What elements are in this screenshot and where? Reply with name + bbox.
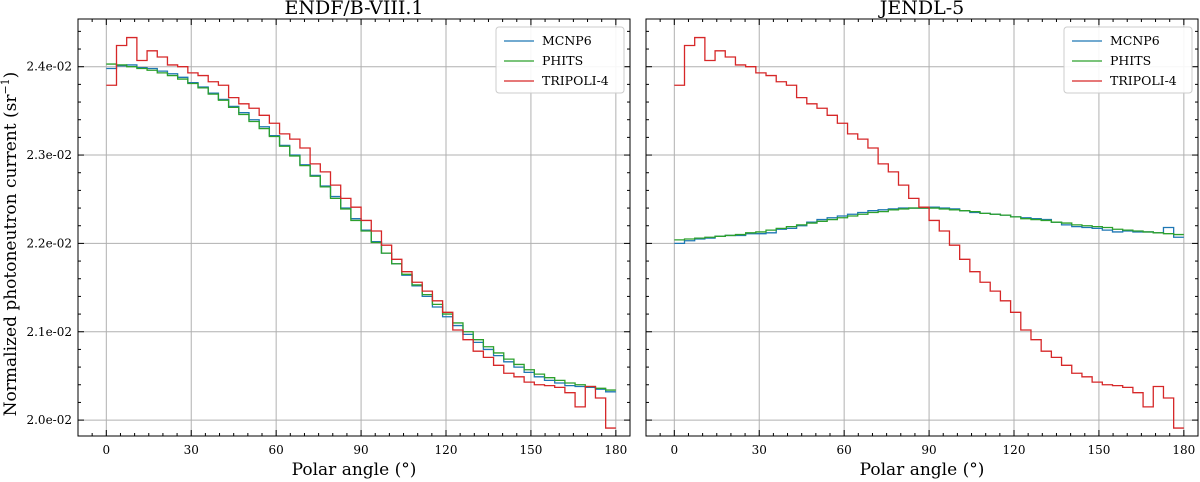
y-tick-label: 2.0e-02 (26, 413, 72, 427)
x-axis-label: Polar angle (°) (292, 460, 417, 480)
legend-box (495, 26, 625, 94)
x-tick-label: 150 (1087, 443, 1110, 457)
series-line-phits (106, 63, 616, 391)
x-tick-label: 90 (921, 443, 936, 457)
panel-title: ENDF/B-VIII.1 (284, 0, 423, 19)
series-line-tripoli-4 (106, 36, 616, 429)
legend-label: TRIPOLI-4 (542, 73, 609, 88)
legend-label: PHITS (1110, 53, 1151, 68)
x-tick-label: 30 (752, 443, 767, 457)
x-tick-label: 60 (269, 443, 284, 457)
legend-label: MCNP6 (1110, 33, 1160, 48)
y-axis-label: Normalized photoneutron current (sr−1) (0, 72, 21, 417)
x-tick-label: 180 (1172, 443, 1195, 457)
series-line-mcnp6 (674, 206, 1184, 245)
legend-box (1063, 26, 1193, 94)
panel-jendl: 0 30 60 90 120 150 180 JENDL-5 Polar angle (°) MC… (645, 0, 1199, 480)
x-tick-label: 60 (837, 443, 852, 457)
series-line-phits (674, 207, 1184, 241)
x-tick-label: 90 (353, 443, 368, 457)
y-tick-label: 2.2e-02 (26, 236, 72, 250)
axes-frame (77, 18, 631, 437)
ticks (78, 19, 631, 436)
axes-frame (645, 18, 1199, 437)
x-tick-label: 120 (435, 443, 458, 457)
series-line-tripoli-4 (674, 36, 1184, 429)
x-tick-label: 120 (1003, 443, 1026, 457)
y-tick-label: 2.1e-02 (26, 325, 72, 339)
y-tick-label: 2.4e-02 (26, 60, 72, 74)
y-tick-label: 2.3e-02 (26, 148, 72, 162)
x-tick-label: 150 (519, 443, 542, 457)
x-axis-label: Polar angle (°) (860, 460, 985, 480)
panel-endf: 0 30 60 90 120 150 180 2.0e-02 2.1e-02 2.2e-02 2.3… (26, 0, 631, 480)
x-tick-label: 0 (670, 443, 678, 457)
legend-label: TRIPOLI-4 (1110, 73, 1177, 88)
series-group (674, 36, 1184, 429)
x-tick-label: 0 (102, 443, 110, 457)
ticks (646, 19, 1199, 436)
legend-label: MCNP6 (542, 33, 592, 48)
legend: MCNP6 PHITS TRIPOLI-4 (495, 26, 625, 94)
x-tick-label: 30 (184, 443, 199, 457)
legend-label: PHITS (542, 53, 583, 68)
legend: MCNP6 PHITS TRIPOLI-4 (1063, 26, 1193, 94)
series-group (106, 36, 616, 429)
x-tick-label: 180 (604, 443, 627, 457)
panel-title: JENDL-5 (878, 0, 964, 19)
